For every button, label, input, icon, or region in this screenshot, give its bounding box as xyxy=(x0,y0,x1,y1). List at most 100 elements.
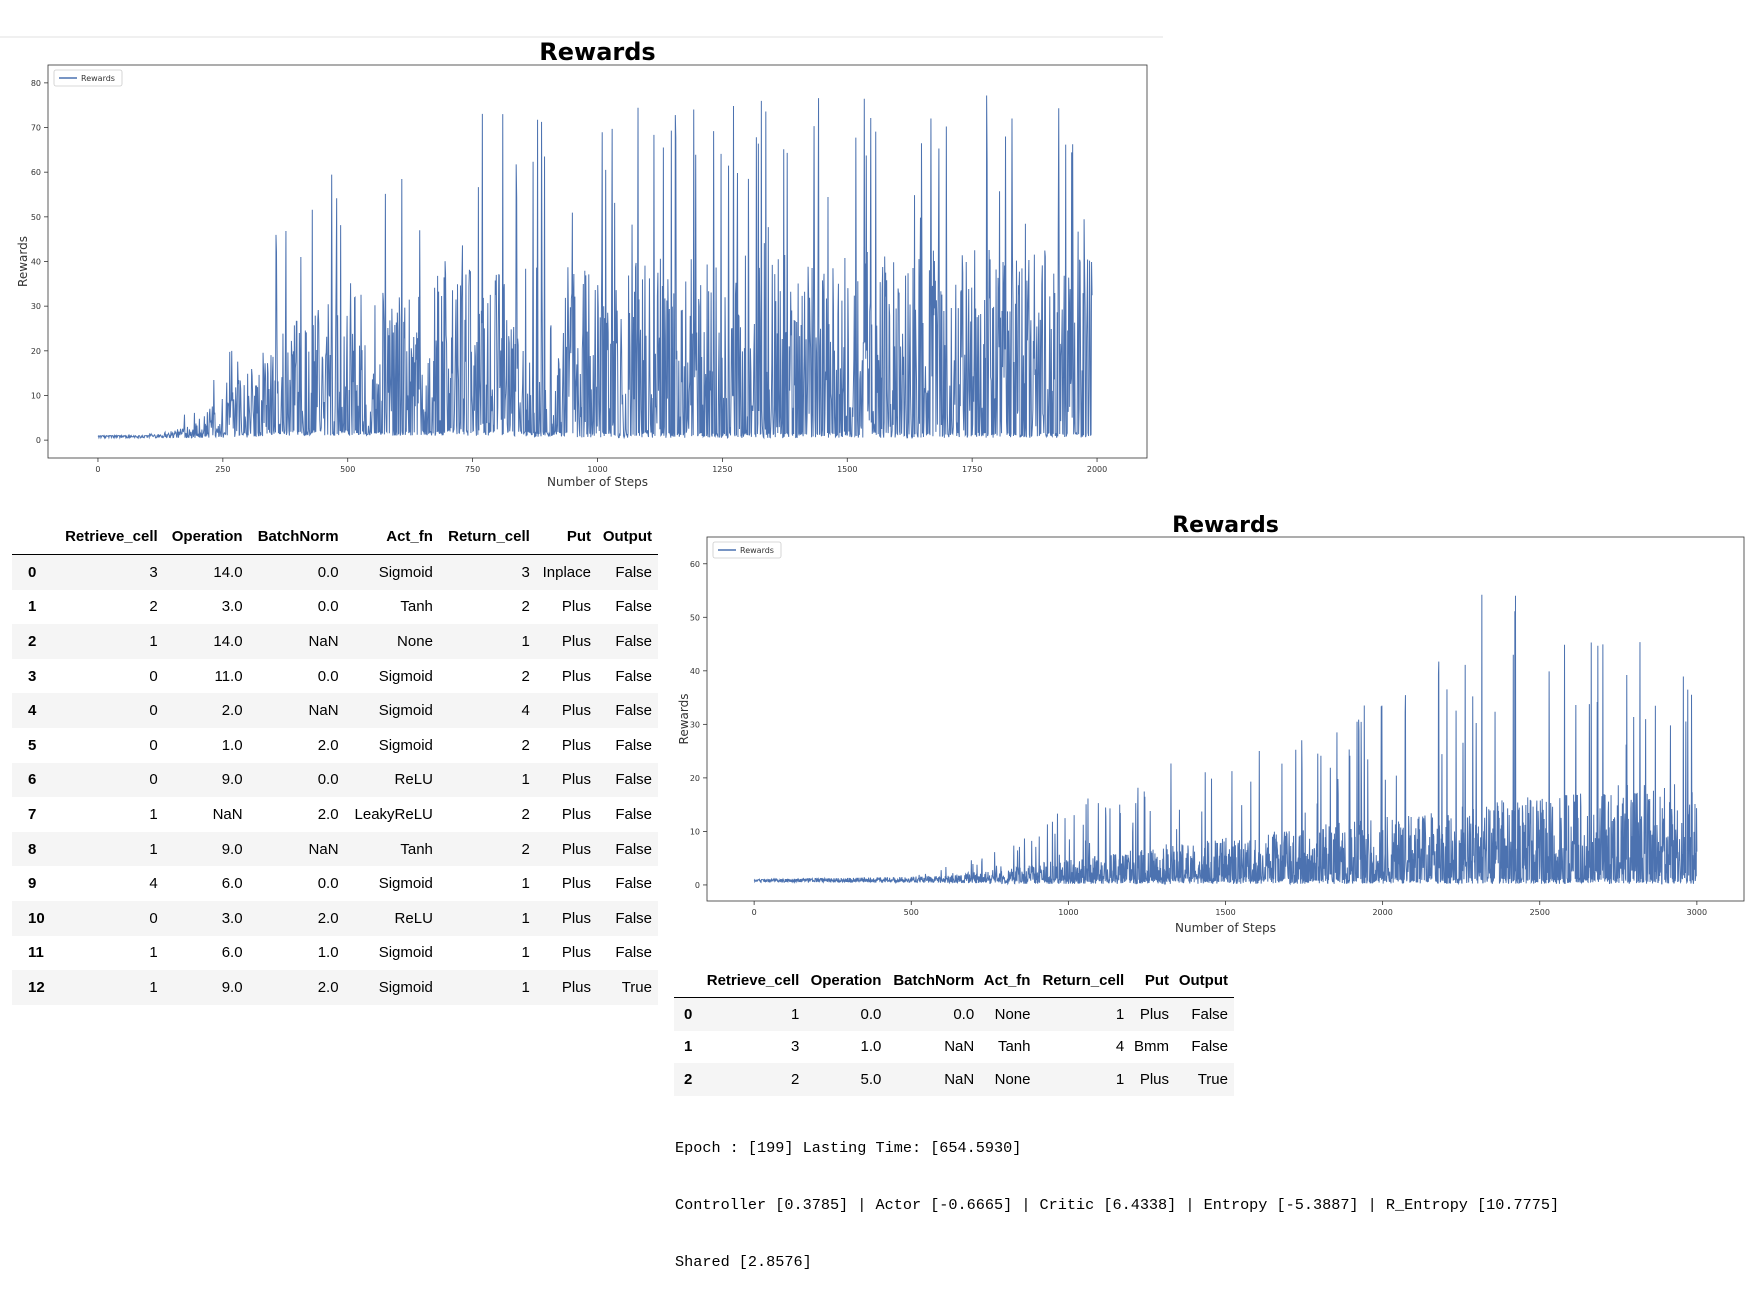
index-header xyxy=(674,963,700,998)
table-cell: 0.0 xyxy=(953,1005,975,1023)
row-index: 12 xyxy=(28,978,45,996)
table-cell: 9.0 xyxy=(221,978,243,996)
row-index: 10 xyxy=(28,909,45,927)
chart-title: Rewards xyxy=(539,38,655,66)
table-cell: NaN xyxy=(308,702,339,720)
table-cell: 14.0 xyxy=(213,632,243,650)
y-tick-label: 30 xyxy=(690,720,700,729)
x-tick-label: 1500 xyxy=(1215,908,1235,917)
log-line-epoch: Epoch : [199] Lasting Time: [654.5930] xyxy=(675,1139,1022,1157)
table-cell: Plus xyxy=(561,944,591,962)
table-row: 7 1 NaN 2.0 LeakyReLU 2 Plus False xyxy=(12,797,658,832)
table-cell: ReLU xyxy=(394,771,433,789)
table-cell: 2 xyxy=(521,805,530,823)
table-cell: 1 xyxy=(521,632,530,650)
row-index: 4 xyxy=(28,702,37,720)
index-header xyxy=(12,518,55,555)
table-cell: Plus xyxy=(561,805,591,823)
column-header: BatchNorm xyxy=(893,971,975,989)
table-cell: 2.0 xyxy=(317,978,339,996)
column-header: BatchNorm xyxy=(257,527,339,545)
y-tick-label: 30 xyxy=(31,302,41,311)
table-cell: 2 xyxy=(790,1070,800,1088)
x-tick-label: 2000 xyxy=(1372,908,1392,917)
y-tick-label: 10 xyxy=(690,827,700,836)
table-cell: 2 xyxy=(521,840,530,858)
table-cell: 0.0 xyxy=(317,771,339,789)
table-cell: 1.0 xyxy=(860,1038,882,1056)
table-row: 2 2 5.0 NaN None 1 Plus True xyxy=(674,1063,1234,1096)
table-cell: 2 xyxy=(521,667,530,685)
table-cell: 9.0 xyxy=(221,840,243,858)
table-cell: Plus xyxy=(561,667,591,685)
x-tick-label: 0 xyxy=(95,465,100,474)
table-cell: 1 xyxy=(1115,1070,1125,1088)
table-cell: 2 xyxy=(149,598,158,616)
row-index: 8 xyxy=(28,840,37,858)
x-tick-label: 750 xyxy=(465,465,480,474)
table-cell: 4 xyxy=(1115,1038,1125,1056)
column-header: Return_cell xyxy=(1042,971,1125,989)
y-tick-label: 20 xyxy=(31,347,41,356)
table-cell: Inplace xyxy=(542,563,591,581)
x-tick-label: 500 xyxy=(340,465,355,474)
chart-title: Rewards xyxy=(1172,513,1279,538)
table-cell: False xyxy=(615,805,652,823)
table-row: 3 0 11.0 0.0 Sigmoid 2 Plus False xyxy=(12,659,658,694)
table-cell: 1 xyxy=(149,978,158,996)
table-cell: Sigmoid xyxy=(378,944,433,962)
table-cell: 0 xyxy=(149,909,158,927)
table-row: 0 1 0.0 0.0 None 1 Plus False xyxy=(674,997,1234,1031)
table-cell: Sigmoid xyxy=(378,563,433,581)
table-cell: 2.0 xyxy=(317,736,339,754)
y-tick-label: 50 xyxy=(690,613,700,622)
x-axis-label: Number of Steps xyxy=(1175,921,1276,935)
y-tick-label: 40 xyxy=(690,667,700,676)
table-cell: ReLU xyxy=(394,909,433,927)
table-cell: False xyxy=(615,875,652,893)
table-header-row: Retrieve_cell Operation BatchNorm Act_fn Ret… xyxy=(674,963,1234,998)
table-row: 12 1 9.0 2.0 Sigmoid 1 Plus True xyxy=(12,970,658,1005)
table-cell: 1 xyxy=(521,771,530,789)
table-cell: Plus xyxy=(561,840,591,858)
table-cell: True xyxy=(621,978,652,996)
table-cell: 1 xyxy=(521,909,530,927)
x-tick-label: 1750 xyxy=(962,465,982,474)
table-cell: NaN xyxy=(212,805,243,823)
table-row: 1 3 1.0 NaN Tanh 4 Bmm False xyxy=(674,1031,1234,1064)
table-cell: NaN xyxy=(944,1038,975,1056)
table-cell: 4 xyxy=(521,702,530,720)
table-cell: Sigmoid xyxy=(378,978,433,996)
table-cell: 1 xyxy=(149,840,158,858)
table-row: 10 0 3.0 2.0 ReLU 1 Plus False xyxy=(12,900,658,936)
table-cell: 1 xyxy=(1115,1005,1125,1023)
y-tick-label: 60 xyxy=(690,560,700,569)
y-tick-label: 60 xyxy=(31,168,41,177)
table-cell: Plus xyxy=(561,909,591,927)
table-cell: True xyxy=(1197,1070,1228,1088)
row-index: 11 xyxy=(28,944,44,962)
column-header: Retrieve_cell xyxy=(65,527,158,545)
table-cell: Plus xyxy=(1139,1005,1170,1023)
table-row: 5 0 1.0 2.0 Sigmoid 2 Plus False xyxy=(12,728,658,763)
x-tick-label: 1250 xyxy=(712,465,732,474)
table-cell: 1 xyxy=(149,632,158,650)
table-cell: 2.0 xyxy=(317,805,339,823)
row-index: 6 xyxy=(28,771,37,789)
table-cell: Sigmoid xyxy=(378,875,433,893)
table-cell: False xyxy=(615,563,652,581)
table-row: 6 0 9.0 0.0 ReLU 1 Plus False xyxy=(12,762,658,798)
table-row: 8 1 9.0 NaN Tanh 2 Plus False xyxy=(12,831,658,867)
column-header: Put xyxy=(566,527,591,545)
column-header: Act_fn xyxy=(983,971,1031,989)
table-cell: Plus xyxy=(1139,1070,1170,1088)
row-index: 7 xyxy=(28,805,37,823)
x-tick-label: 1000 xyxy=(587,465,607,474)
table-cell: 6.0 xyxy=(221,944,243,962)
table-cell: Sigmoid xyxy=(378,736,433,754)
rewards-chart-top: Rewards 0 250 500 750 1000 1250 1500 1750 2000 0 10… xyxy=(16,38,1148,489)
table-header-row: Retrieve_cell Operation BatchNorm Act_fn Ret… xyxy=(12,518,658,555)
table-cell: False xyxy=(615,667,652,685)
table-cell: 1 xyxy=(521,944,530,962)
x-tick-label: 0 xyxy=(752,908,757,917)
